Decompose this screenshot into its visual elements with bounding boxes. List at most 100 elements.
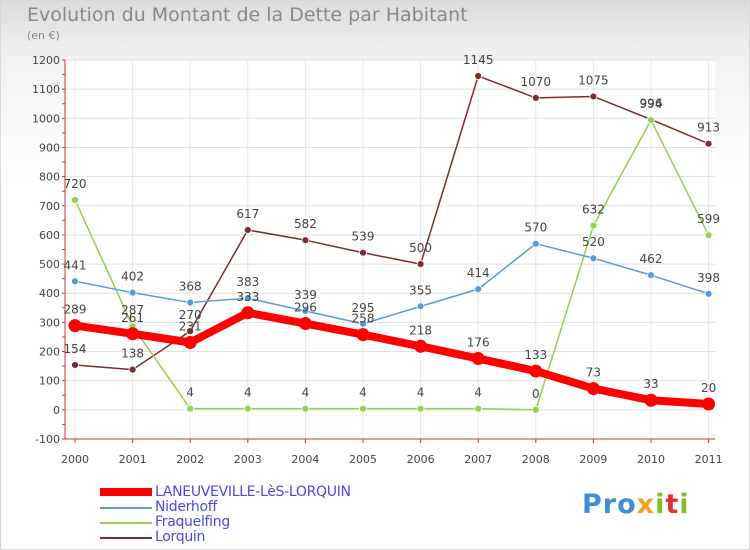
- x-tick-label: 2005: [349, 453, 377, 466]
- series-lorquin-point: [186, 327, 195, 336]
- x-tick-label: 2009: [579, 453, 607, 466]
- series-fraquelfing-point: [71, 196, 79, 204]
- series-fraquelfing-point: [589, 221, 598, 230]
- series-fraquelfing-point: [186, 404, 195, 413]
- series-laneuveville-data-label: 261: [121, 311, 144, 325]
- series-fraquelfing-data-label: 4: [302, 386, 310, 400]
- series-niderhoff-data-label: 339: [294, 288, 317, 302]
- x-tick-label: 2011: [695, 453, 723, 466]
- y-tick-label: 1100: [32, 83, 60, 96]
- series-laneuveville-data-label: 231: [179, 320, 202, 334]
- series-fraquelfing-point: [704, 231, 713, 240]
- series-lorquin-data-label: 582: [294, 217, 317, 231]
- series-fraquelfing-data-label: 287: [121, 303, 144, 317]
- series-lorquin-data-label: 1075: [578, 73, 609, 87]
- series-fraquelfing-data-label: 720: [64, 177, 87, 191]
- series-niderhoff-data-label: 398: [697, 271, 720, 285]
- series-laneuveville-point: [529, 364, 543, 378]
- series-lorquin-data-label: 617: [236, 207, 259, 221]
- x-tick-label: 2002: [176, 453, 204, 466]
- series-fraquelfing-point: [416, 404, 425, 413]
- series-fraquelfing-point: [531, 405, 540, 414]
- series-laneuveville-data-label: 258: [352, 312, 375, 326]
- series-laneuveville-point: [126, 327, 140, 341]
- series-lorquin-point: [531, 94, 540, 102]
- series-niderhoff-data-label: 462: [640, 252, 663, 266]
- series-niderhoff-data-label: 355: [409, 283, 432, 297]
- legend-label-fraquelfing: Fraquelfing: [155, 514, 230, 530]
- series-niderhoff-data-label: 441: [64, 258, 87, 272]
- legend-label-laneuveville: LANEUVEVILLE-LèS-LORQUIN: [155, 484, 351, 500]
- x-tick-label: 2000: [61, 453, 89, 466]
- series-fraquelfing-line: [74, 119, 710, 411]
- series-laneuveville-point: [298, 317, 312, 331]
- x-tick-label: 2003: [234, 453, 262, 466]
- legend-label-lorquin: Lorquin: [155, 529, 206, 545]
- series-fraquelfing-data-label: 994: [640, 97, 663, 111]
- series-fraquelfing-point: [359, 404, 367, 413]
- series-laneuveville-data-label: 20: [701, 381, 716, 395]
- y-tick-label: 100: [39, 375, 60, 388]
- y-tick-label: 400: [39, 287, 60, 300]
- series-laneuveville-point: [68, 319, 82, 333]
- series-fraquelfing-data-label: 4: [417, 386, 425, 400]
- y-tick-label: 500: [39, 258, 60, 271]
- series-fraquelfing-data-label: 632: [582, 203, 605, 217]
- series-lorquin-data-label: 270: [179, 308, 202, 322]
- series-lorquin-point: [704, 139, 713, 148]
- series-niderhoff-point: [474, 285, 483, 294]
- series-laneuveville-line: [71, 308, 713, 409]
- y-tick-label: 0: [53, 404, 60, 417]
- y-tick-label: 900: [39, 141, 60, 154]
- series-laneuveville-point: [414, 339, 428, 353]
- series-laneuveville-data-label: 176: [467, 336, 490, 350]
- x-tick-label: 2008: [522, 453, 550, 466]
- series-laneuveville-data-label: 296: [294, 301, 317, 315]
- series-niderhoff-point: [704, 289, 713, 298]
- y-tick-label: 1200: [32, 54, 60, 67]
- series-niderhoff-point: [128, 288, 137, 297]
- series-niderhoff-data-label: 402: [121, 270, 144, 284]
- x-tick-label: 2006: [407, 453, 435, 466]
- x-tick-label: 2004: [291, 453, 319, 466]
- series-niderhoff-point: [647, 271, 655, 280]
- chart-unit-label: (en €): [27, 29, 60, 42]
- y-tick-label: 300: [39, 316, 60, 329]
- series-niderhoff-point: [531, 239, 540, 248]
- series-laneuveville-point: [471, 352, 485, 366]
- legend-swatch-lorquin: [100, 537, 152, 539]
- series-lorquin-data-label: 154: [64, 342, 87, 356]
- series-niderhoff-point: [71, 277, 79, 286]
- series-fraquelfing-data-label: 4: [244, 386, 252, 400]
- series-niderhoff-point: [301, 307, 310, 315]
- series-lorquin-point: [359, 248, 367, 257]
- series-fraquelfing-data-label: 4: [359, 386, 367, 400]
- series-fraquelfing-data-label: 4: [474, 386, 482, 400]
- series-lorquin-data-label: 1070: [521, 75, 552, 89]
- series-fraquelfing-point: [474, 404, 483, 413]
- series-niderhoff-data-label: 295: [352, 301, 375, 315]
- series-lorquin-point: [243, 226, 252, 234]
- series-lorquin-data-label: 996: [640, 96, 663, 110]
- plot-area: [65, 60, 715, 439]
- series-niderhoff-data-label: 368: [179, 280, 202, 294]
- x-tick-label: 2010: [637, 453, 665, 466]
- proxiti-logo: Proxiti: [582, 489, 690, 520]
- series-lorquin-point: [416, 260, 425, 268]
- legend-swatch-laneuveville: [100, 488, 152, 496]
- series-lorquin-point: [71, 361, 79, 369]
- series-fraquelfing-point: [647, 116, 655, 124]
- y-tick-label: 200: [39, 346, 60, 359]
- series-lorquin-point: [589, 92, 598, 101]
- series-laneuveville-point: [183, 336, 197, 350]
- x-tick-label: 2007: [464, 453, 492, 466]
- series-niderhoff-point: [359, 319, 367, 328]
- series-niderhoff-data-label: 570: [524, 221, 547, 235]
- series-laneuveville-point: [644, 393, 658, 407]
- series-niderhoff-data-label: 383: [236, 275, 259, 289]
- y-tick-label: 700: [39, 200, 60, 213]
- series-niderhoff-line: [74, 242, 710, 325]
- series-niderhoff-point: [589, 254, 598, 263]
- legend-swatch-niderhoff: [100, 507, 152, 509]
